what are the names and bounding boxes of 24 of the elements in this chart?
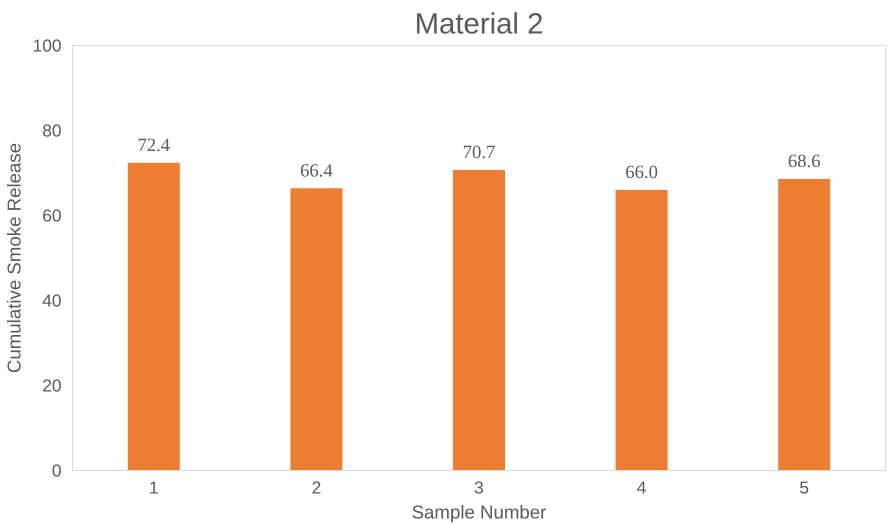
- chart-title: Material 2: [414, 8, 544, 40]
- data-label: 66.4: [300, 160, 334, 182]
- data-label: 70.7: [462, 142, 496, 164]
- y-tick-label: 40: [42, 290, 62, 310]
- x-tick-label: 4: [636, 478, 647, 498]
- bar: [290, 188, 342, 470]
- x-tick-label: 3: [474, 478, 484, 498]
- data-label: 68.6: [788, 150, 821, 172]
- x-tick-label: 2: [312, 478, 322, 498]
- x-tick-label: 1: [148, 478, 159, 498]
- x-axis-title: Sample Number: [412, 502, 546, 522]
- y-tick-label: 80: [42, 120, 62, 140]
- y-tick-label: 0: [52, 460, 62, 480]
- y-tick-label: 60: [42, 206, 62, 226]
- bar: [452, 170, 506, 470]
- data-label: 72.4: [137, 134, 171, 156]
- data-label: 66.0: [625, 162, 658, 183]
- bar: [616, 190, 668, 470]
- y-axis-title: Cumulative Smoke Release: [4, 142, 25, 374]
- bar: [778, 178, 830, 470]
- y-tick-label: 20: [42, 376, 62, 396]
- x-tick-label: 5: [799, 478, 810, 498]
- y-tick-label: 100: [32, 36, 62, 56]
- bar: [128, 162, 180, 470]
